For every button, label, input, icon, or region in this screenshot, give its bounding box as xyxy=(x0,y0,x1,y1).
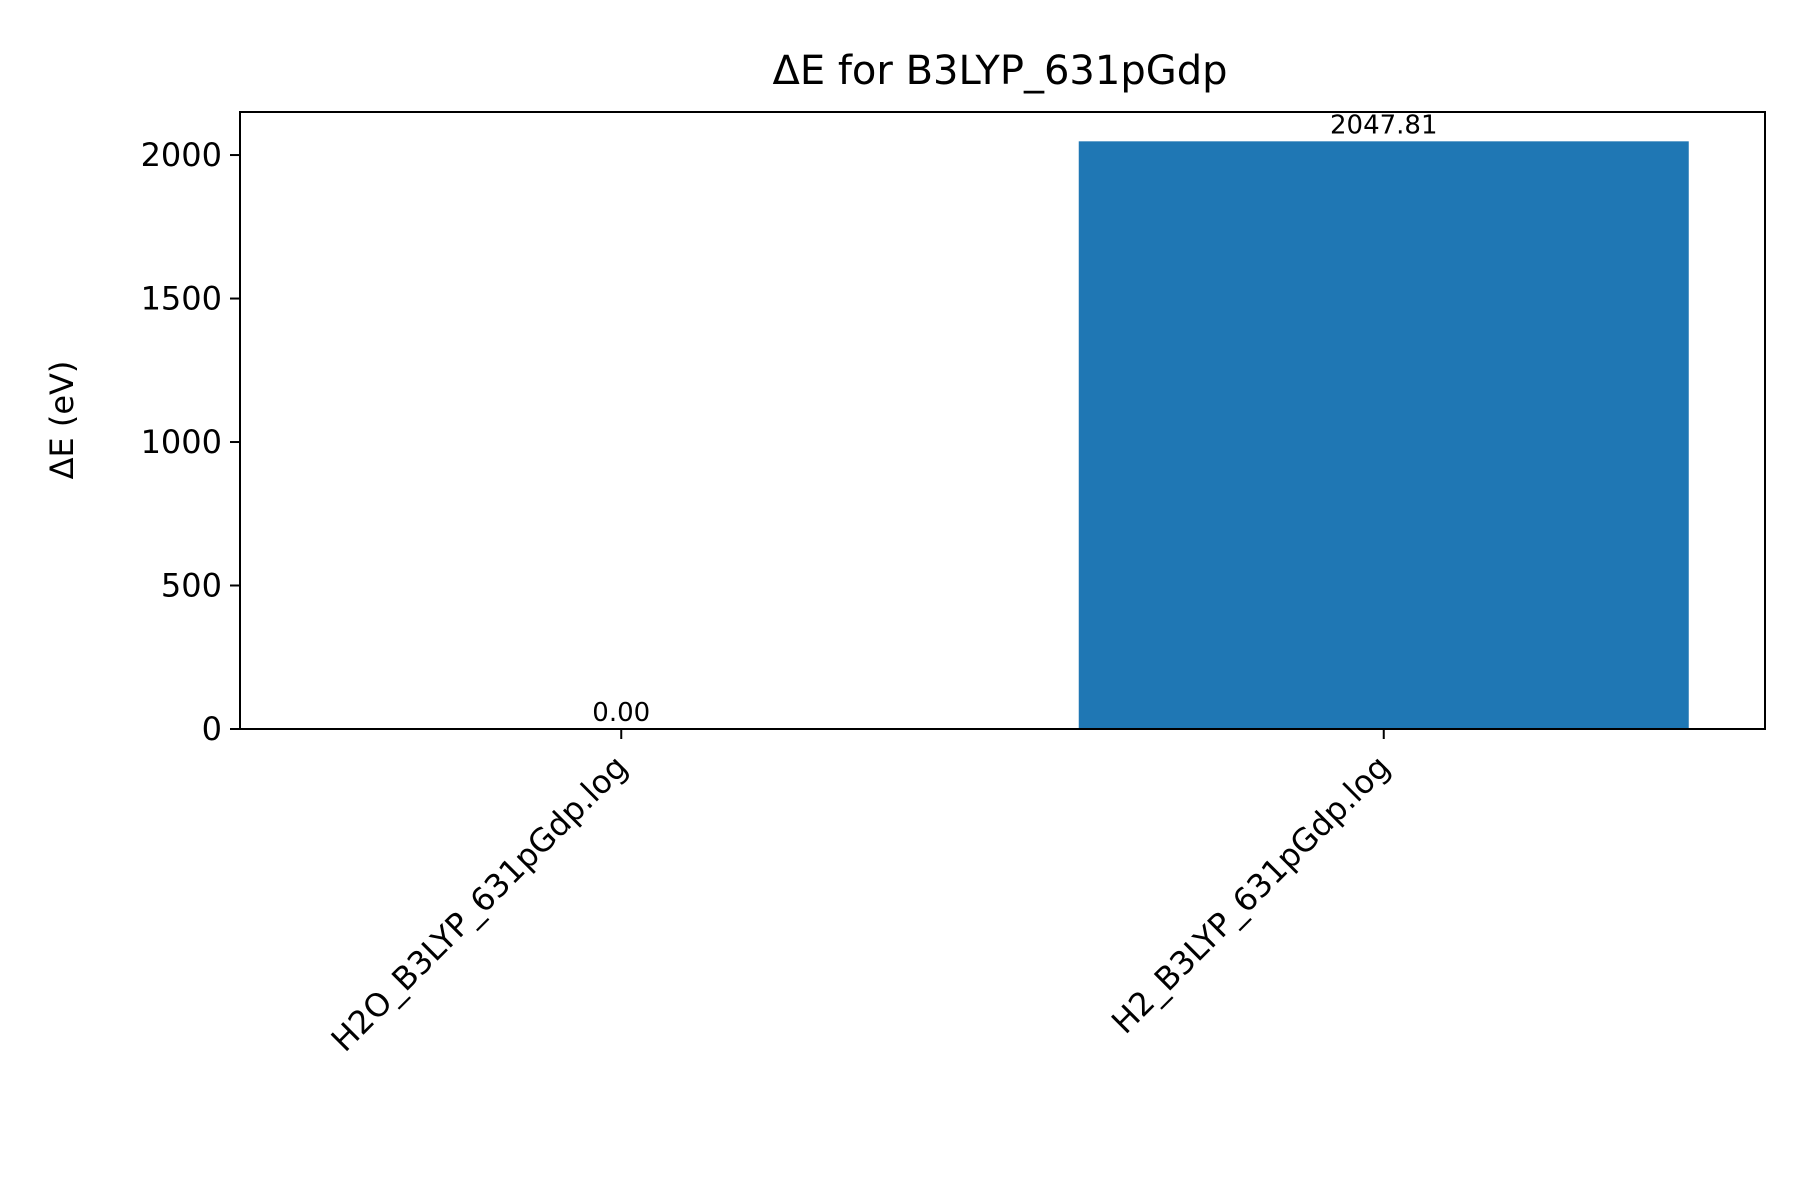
chart-title: ΔE for B3LYP_631pGdp xyxy=(773,48,1228,94)
data-label-1: 2047.81 xyxy=(1330,110,1438,140)
y-tick-label-4: 2000 xyxy=(141,136,222,174)
y-tick-label-2: 1000 xyxy=(141,423,222,461)
data-labels: 0.00 2047.81 xyxy=(592,110,1437,728)
y-axis-label: ΔE (eV) xyxy=(43,361,81,480)
data-label-0: 0.00 xyxy=(592,698,650,728)
x-tick-label-0: H2O_B3LYP_631pGdp.log xyxy=(324,748,635,1059)
x-tick-label-1: H2_B3LYP_631pGdp.log xyxy=(1104,748,1397,1041)
plot-area-frame xyxy=(239,111,1766,730)
y-tick-label-0: 0 xyxy=(202,710,222,748)
y-tick-label-1: 500 xyxy=(161,567,222,605)
bars-layer xyxy=(1078,141,1689,729)
y-axis-ticks: 0 500 1000 1500 2000 xyxy=(141,136,240,748)
y-tick-label-3: 1500 xyxy=(141,280,222,318)
x-axis-ticks: H2O_B3LYP_631pGdp.log H2_B3LYP_631pGdp.lo… xyxy=(324,729,1397,1059)
bar-1 xyxy=(1078,141,1689,729)
